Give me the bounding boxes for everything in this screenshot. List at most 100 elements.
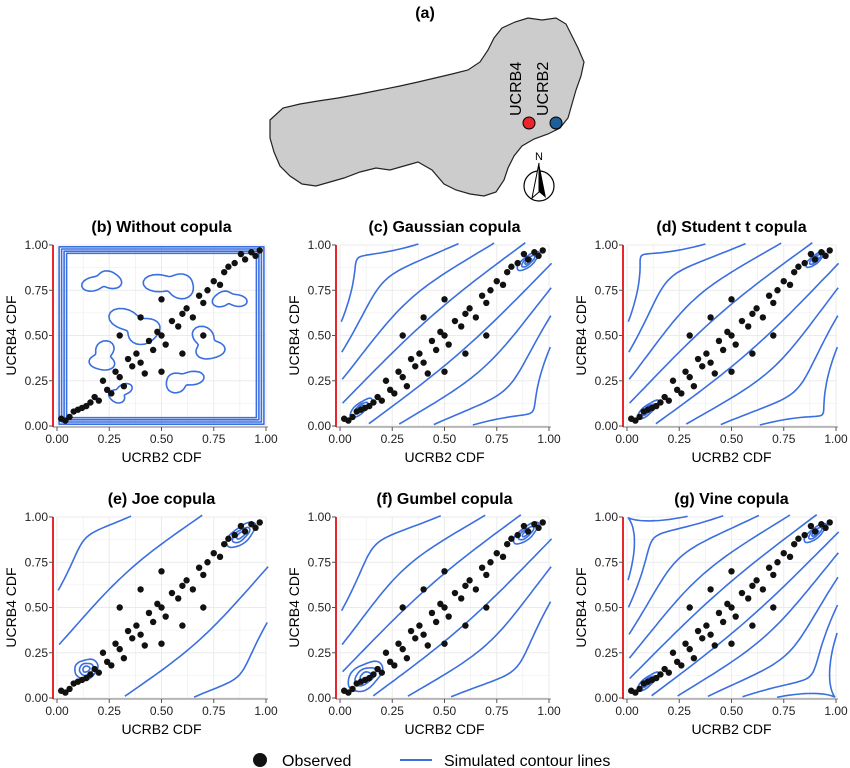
observed-point [682, 368, 689, 375]
observed-point [707, 586, 714, 593]
x-tick-label: 0.25 [98, 704, 122, 718]
y-tick-label: 1.00 [308, 238, 332, 252]
contour-line [407, 566, 552, 697]
observed-point [248, 521, 255, 528]
observed-point [432, 618, 440, 626]
x-tick-label: 0.50 [150, 704, 174, 718]
x-tick-label: 1.00 [824, 704, 848, 718]
observed-point [200, 571, 207, 579]
observed-point [478, 292, 486, 299]
observed-point [483, 299, 490, 307]
observed-point [703, 350, 710, 357]
observed-point [195, 292, 203, 299]
observed-point [112, 368, 119, 375]
observed-point [370, 399, 377, 406]
observed-points [57, 247, 263, 424]
observed-point [801, 531, 808, 539]
map-label: (a) [415, 5, 435, 22]
panel: (b) Without copula 0.00 0.25 0.50 0.75 1.000… [3, 219, 278, 465]
observed-point [694, 627, 702, 635]
observed-point [95, 397, 103, 404]
observed-point [420, 359, 427, 366]
observed-point [133, 622, 140, 629]
observed-point [499, 553, 507, 561]
observed-point [200, 604, 207, 611]
observed-point [154, 328, 161, 336]
observed-point [416, 622, 423, 629]
observed-point [466, 577, 473, 584]
observed-point [345, 417, 352, 424]
observed-point [158, 332, 165, 339]
observed-point [120, 382, 128, 390]
y-tick-label: 0.50 [595, 329, 619, 343]
observed-point [420, 631, 427, 638]
observed-points [627, 247, 833, 424]
observed-point [458, 323, 465, 330]
observed-point [661, 665, 668, 673]
contour-line [512, 521, 540, 545]
y-tick-label: 0.00 [595, 691, 619, 705]
observed-point [728, 332, 735, 339]
observed-point [661, 393, 668, 401]
contour-line [651, 531, 840, 697]
contour-line [629, 242, 813, 404]
observed-point [472, 314, 480, 321]
observed-point [441, 568, 448, 575]
y-tick-label: 1.00 [25, 510, 49, 524]
observed-point [99, 377, 107, 384]
y-tick-label: 0.25 [595, 646, 619, 660]
observed-point [462, 310, 469, 317]
axes: 0.00 0.25 0.50 0.75 1.00 0.00 0.25 0.50 0.75 1.00 [308, 238, 561, 446]
basin-map [269, 17, 585, 197]
observed-point [420, 314, 427, 321]
observed-point [818, 521, 825, 528]
observed-point [699, 635, 706, 642]
contour-line [342, 514, 522, 673]
observed-point [189, 314, 197, 321]
observed-point [179, 350, 186, 357]
observed-point [137, 631, 144, 638]
x-tick-label: 0.75 [485, 704, 509, 718]
observed-point [210, 550, 217, 557]
observed-point [524, 256, 532, 263]
observed-point [158, 604, 165, 611]
observed-point [225, 535, 232, 542]
x-tick-label: 0.00 [328, 432, 352, 446]
observed-point [445, 341, 452, 348]
observed-point [673, 658, 681, 665]
contour-line [398, 287, 552, 425]
y-axis-label: UCRB4 CDF [573, 295, 589, 375]
observed-point [822, 252, 829, 260]
observed-point [690, 382, 698, 390]
contour-lines [340, 242, 553, 426]
y-tick-label: 0.00 [25, 419, 49, 433]
contour-line [759, 346, 839, 426]
observed-point [412, 363, 419, 370]
observed-point [204, 559, 211, 566]
observed-point [116, 645, 123, 653]
observed-point [699, 363, 706, 370]
observed-point [524, 528, 532, 535]
contour-line [629, 514, 818, 680]
y-tick-label: 1.00 [595, 238, 619, 252]
contour-line [628, 514, 791, 659]
observed-point [780, 278, 787, 285]
observed-point [791, 268, 798, 276]
y-tick-label: 0.25 [308, 646, 332, 660]
contour-line [627, 515, 724, 608]
observed-point [399, 332, 406, 339]
observed-point [231, 259, 238, 267]
contour-line [808, 253, 822, 265]
observed-point [487, 559, 494, 566]
observed-point [66, 413, 73, 421]
contour-line [742, 604, 839, 698]
contour-line [340, 243, 419, 322]
contour-line [341, 514, 486, 646]
observed-point [462, 350, 469, 357]
observed-point [241, 528, 249, 535]
observed-point [653, 402, 660, 410]
observed-point [682, 640, 689, 647]
observed-point [116, 373, 123, 381]
observed-point [514, 531, 521, 539]
observed-point [770, 571, 777, 579]
